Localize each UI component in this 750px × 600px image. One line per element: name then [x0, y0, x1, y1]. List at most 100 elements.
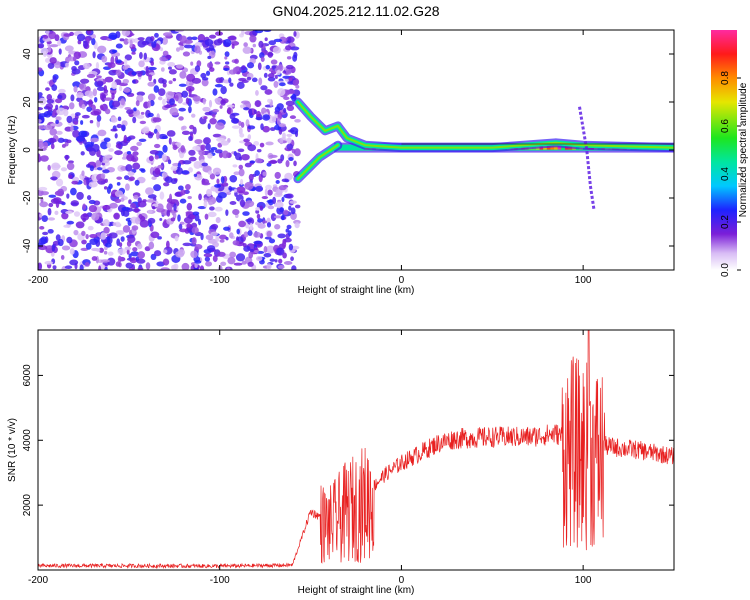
noise-cell	[42, 231, 49, 236]
noise-cell	[75, 135, 86, 142]
noise-cell	[267, 189, 273, 196]
noise-cell	[86, 106, 92, 112]
noise-cell	[247, 261, 254, 267]
noise-cell	[191, 113, 196, 118]
noise-cell	[55, 116, 62, 121]
noise-cell	[262, 114, 271, 121]
noise-cell	[54, 210, 59, 216]
noise-cell	[85, 242, 92, 250]
noise-cell	[239, 133, 245, 138]
noise-cell	[96, 248, 101, 252]
noise-cell	[73, 85, 78, 93]
noise-cell	[150, 253, 157, 261]
noise-cell	[193, 173, 198, 177]
y-tick-label: 40	[22, 48, 33, 60]
noise-cell	[207, 123, 211, 130]
noise-cell	[170, 165, 178, 171]
noise-cell	[73, 211, 81, 217]
noise-cell	[48, 194, 57, 198]
noise-cell	[70, 94, 75, 102]
noise-cell	[262, 220, 268, 224]
x-tick-label: 0	[399, 275, 405, 286]
noise-cell	[233, 262, 243, 266]
noise-cell	[266, 162, 272, 167]
noise-cell	[197, 205, 207, 210]
noise-cell	[108, 32, 118, 40]
noise-cell	[154, 32, 159, 38]
noise-cell	[145, 187, 154, 196]
noise-cell	[223, 226, 231, 231]
noise-cell	[260, 56, 265, 62]
noise-cell	[274, 259, 278, 263]
noise-cell	[127, 219, 132, 226]
noise-cell	[89, 234, 98, 239]
noise-cell	[50, 251, 55, 257]
noise-cell	[286, 143, 294, 150]
noise-cell	[182, 51, 191, 57]
noise-cell	[267, 76, 276, 82]
noise-cell	[68, 102, 75, 110]
noise-cell	[181, 90, 189, 98]
noise-cell	[270, 59, 278, 65]
noise-cell	[177, 96, 183, 104]
noise-cell	[152, 117, 162, 123]
noise-cell	[95, 61, 100, 70]
noise-cell	[259, 205, 263, 210]
noise-cell	[234, 58, 239, 64]
noise-cell	[244, 181, 254, 190]
noise-cell	[178, 116, 184, 121]
noise-cell	[115, 261, 121, 267]
noise-cell	[242, 211, 250, 216]
noise-cell	[241, 153, 250, 161]
noise-cell	[188, 88, 192, 96]
noise-cell	[199, 265, 205, 270]
noise-cell	[38, 97, 47, 105]
noise-cell	[153, 128, 158, 134]
noise-cell	[242, 243, 247, 248]
noise-cell	[47, 207, 52, 216]
noise-cell	[269, 258, 276, 262]
noise-cell	[132, 116, 137, 124]
noise-cell	[68, 174, 73, 179]
noise-cell	[266, 222, 272, 228]
noise-cell	[169, 98, 175, 106]
noise-cell	[124, 54, 133, 61]
noise-cell	[80, 151, 85, 156]
noise-cell	[96, 114, 102, 122]
noise-cell	[154, 155, 159, 160]
noise-cell	[226, 191, 232, 196]
noise-cell	[160, 267, 170, 270]
noise-cell	[223, 67, 230, 71]
noise-cell	[98, 265, 102, 270]
noise-cell	[207, 170, 213, 175]
noise-cell	[128, 199, 132, 204]
noise-cell	[285, 89, 295, 95]
noise-cell	[126, 240, 132, 247]
noise-cell	[104, 242, 112, 248]
noise-cell	[168, 69, 177, 75]
noise-cell	[249, 222, 253, 230]
noise-cell	[295, 84, 300, 89]
noise-cell	[65, 210, 73, 215]
noise-cell	[81, 103, 86, 110]
noise-cell	[209, 118, 217, 125]
noise-cell	[150, 231, 160, 239]
noise-cell	[228, 77, 232, 84]
noise-cell	[285, 193, 294, 199]
noise-cell	[248, 173, 254, 181]
noise-cell	[164, 104, 173, 109]
noise-cell	[188, 149, 196, 156]
noise-cell	[153, 85, 160, 93]
noise-cell	[44, 260, 54, 265]
noise-cell	[200, 144, 206, 151]
noise-cell	[212, 255, 218, 263]
noise-cell	[293, 148, 301, 157]
noise-cell	[224, 61, 230, 65]
colorbar-tick-label: 0.6	[720, 119, 731, 133]
noise-cell	[257, 62, 262, 71]
noise-cell	[66, 193, 70, 199]
noise-cell	[46, 94, 53, 101]
noise-cell	[181, 170, 190, 175]
noise-cell	[220, 261, 227, 266]
